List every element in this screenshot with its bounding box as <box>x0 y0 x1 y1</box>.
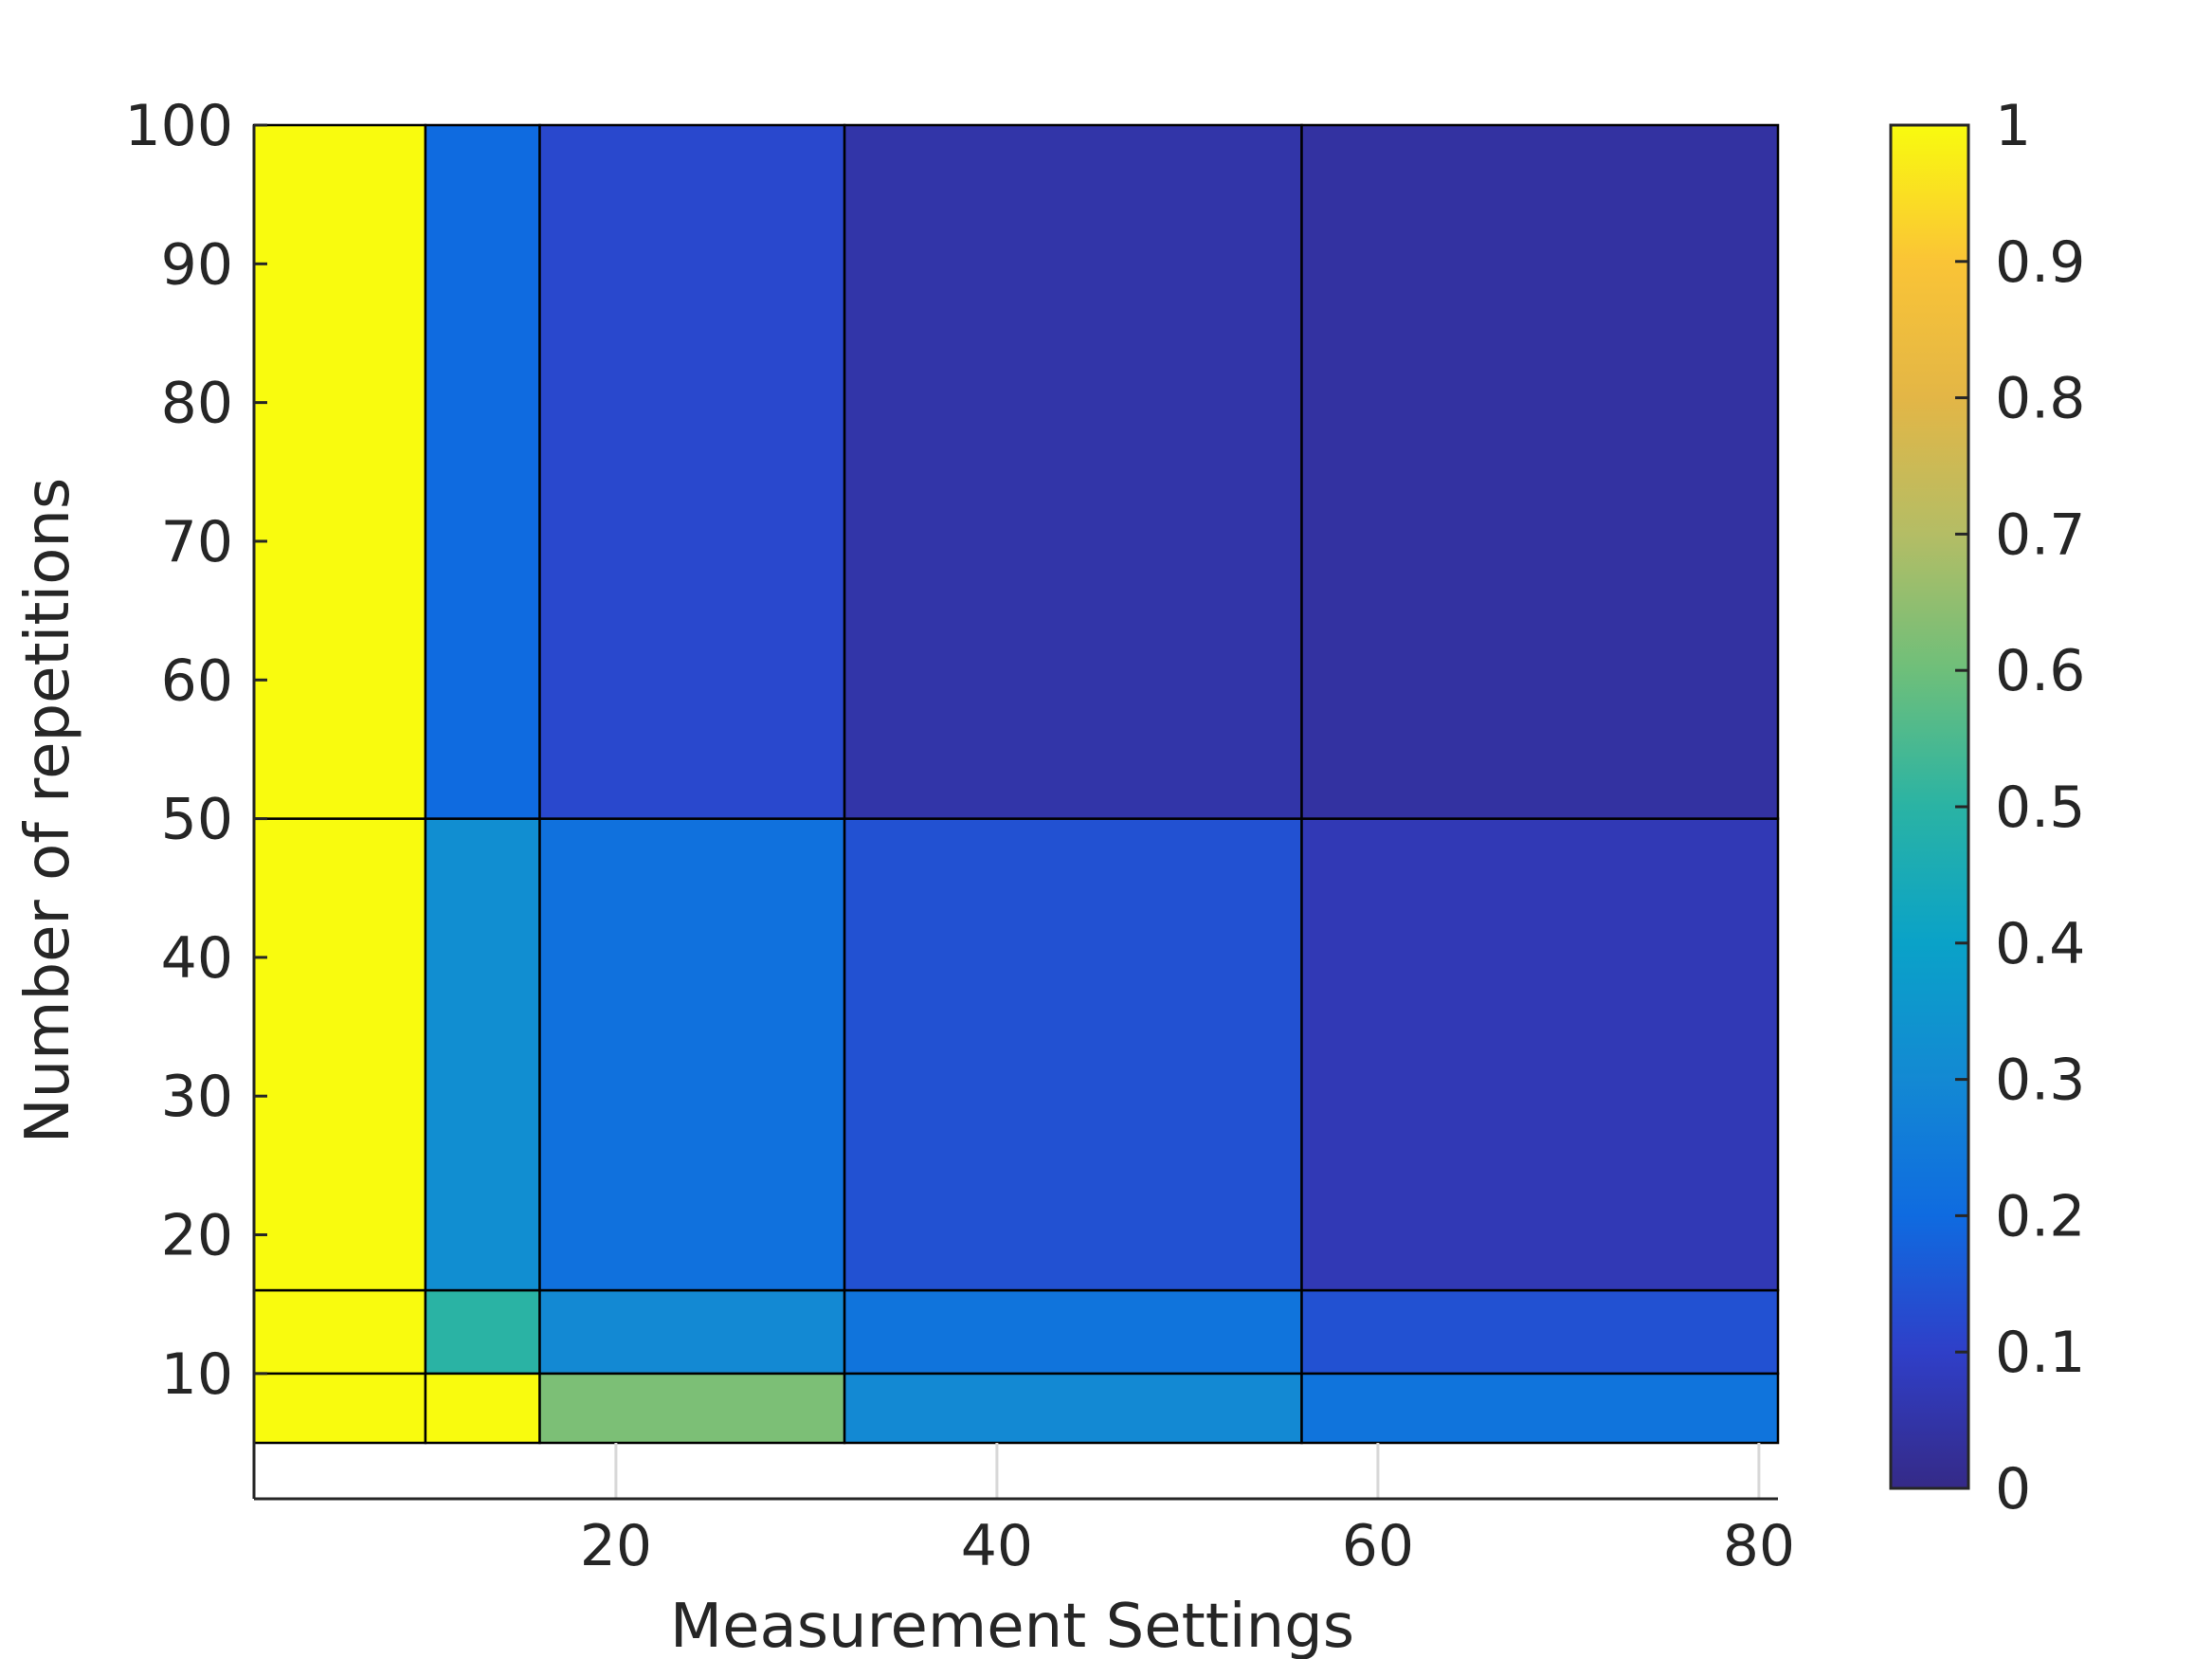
colorbar-tick-label: 0.4 <box>1995 911 2085 977</box>
heatmap-cell <box>1300 1372 1780 1445</box>
heatmap-cell <box>538 817 846 1292</box>
colorbar-tick-label: 0.5 <box>1995 775 2085 841</box>
heatmap-cell <box>843 1372 1303 1445</box>
y-tick-label: 40 <box>161 925 233 992</box>
heatmap-cell <box>252 123 427 820</box>
heatmap-cell <box>1300 1288 1780 1376</box>
colorbar-tick-label: 0.6 <box>1995 638 2085 704</box>
colorbar: 0 0.1 0.2 0.3 0.4 0.5 0.6 0.7 0.8 0.9 1 <box>1889 93 2085 1522</box>
x-axis-label: Measurement Settings <box>670 1592 1354 1659</box>
axis-lines <box>252 125 1778 1501</box>
y-axis-label: Number of repetitions <box>13 478 83 1144</box>
heatmap-cell <box>424 123 541 820</box>
x-tick-label: 60 <box>1342 1513 1414 1579</box>
colorbar-tick-label: 0.9 <box>1995 229 2085 296</box>
colorbar-tick-label: 0.3 <box>1995 1048 2085 1114</box>
y-tick-label: 30 <box>161 1064 233 1130</box>
x-tick-label: 20 <box>580 1513 652 1579</box>
heatmap-cell <box>843 1288 1303 1376</box>
heatmap-cell <box>424 1372 541 1445</box>
colorbar-tick-label: 0.7 <box>1995 501 2085 568</box>
colorbar-tick-label: 0 <box>1995 1456 2031 1522</box>
y-tick-label: 100 <box>124 93 233 159</box>
heatmap-cell <box>252 817 427 1292</box>
x-tick-label: 40 <box>961 1513 1033 1579</box>
heatmap-cell <box>252 1288 427 1376</box>
heatmap-cell <box>424 1288 541 1376</box>
colorbar-tick-label: 1 <box>1995 93 2031 159</box>
heatmap-cell <box>1300 817 1780 1292</box>
y-tick-label: 20 <box>161 1203 233 1269</box>
y-tick-label: 60 <box>161 647 233 714</box>
heatmap-cell <box>843 817 1303 1292</box>
x-axis-ticks: 20 40 60 80 <box>580 1443 1795 1579</box>
heatmap-cell <box>843 123 1303 820</box>
heatmap-cell <box>252 1372 427 1445</box>
heatmap-cell <box>538 1288 846 1376</box>
heatmap-cell <box>424 817 541 1292</box>
heatmap-cell <box>1300 123 1780 820</box>
heatmap-cell <box>538 1372 846 1445</box>
heatmap-cells <box>252 123 1780 1445</box>
colorbar-tick-label: 0.2 <box>1995 1183 2085 1249</box>
colorbar-tick-label: 0.1 <box>1995 1320 2085 1386</box>
y-tick-label: 70 <box>161 509 233 575</box>
y-axis-ticks: 10 20 30 40 50 60 70 80 90 100 <box>124 93 267 1408</box>
colorbar-tick-label: 0.8 <box>1995 366 2085 432</box>
y-tick-label: 90 <box>161 231 233 298</box>
x-tick-label: 80 <box>1723 1513 1795 1579</box>
y-tick-label: 80 <box>161 371 233 437</box>
heatmap-cell <box>538 123 846 820</box>
y-tick-label: 10 <box>161 1341 233 1408</box>
y-tick-label: 50 <box>161 787 233 853</box>
